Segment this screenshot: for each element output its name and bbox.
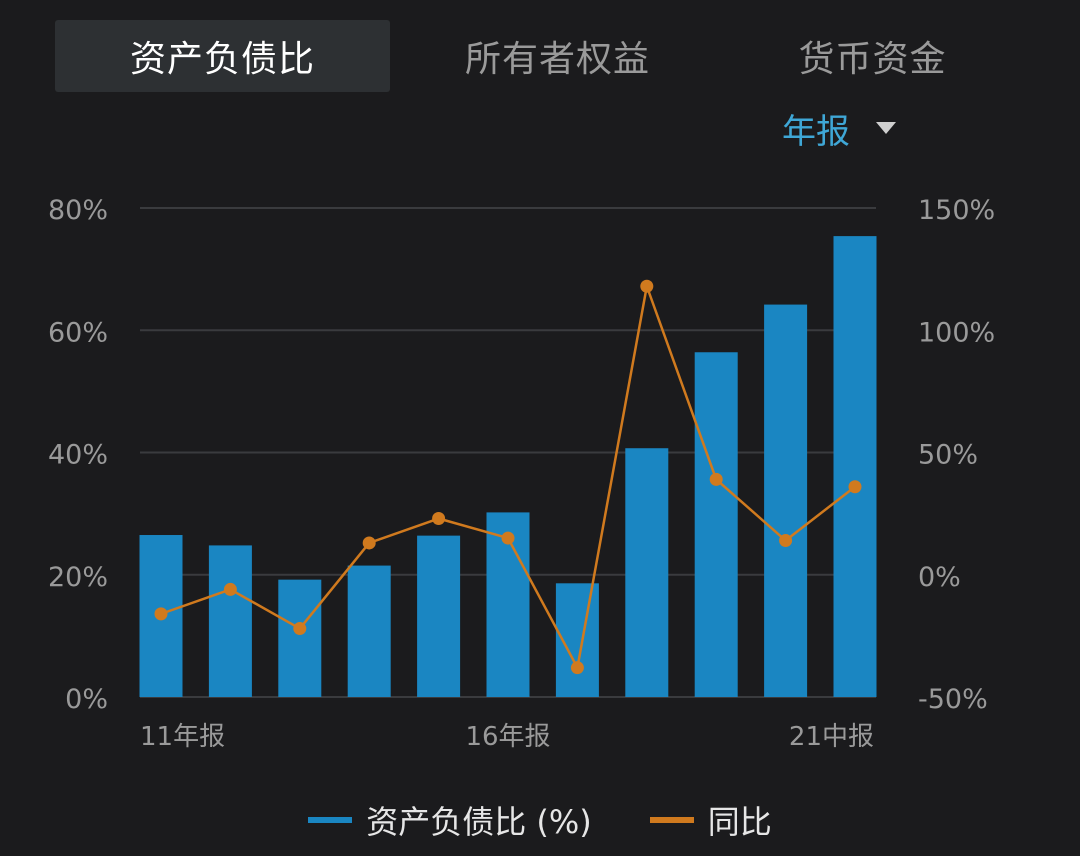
yoy-point [779, 534, 793, 548]
left-axis-tick-label: 0% [65, 684, 108, 715]
tab-owner-equity[interactable]: 所有者权益 [464, 39, 650, 80]
yoy-point [709, 472, 723, 486]
bar [347, 565, 391, 697]
bar [833, 236, 877, 697]
yoy-point [848, 480, 862, 494]
yoy-point [154, 607, 168, 621]
yoy-point [501, 531, 515, 545]
bar [417, 535, 461, 697]
tab-cash-funds[interactable]: 货币资金 [798, 39, 947, 80]
yoy-point [362, 536, 376, 550]
right-axis-tick-label: 100% [918, 317, 995, 348]
bar [625, 448, 669, 697]
bar [694, 352, 738, 697]
bar [208, 545, 252, 697]
period-selector[interactable]: 年报 [770, 100, 920, 156]
x-axis-tick-label: 21中报 [789, 722, 874, 752]
period-label: 年报 [782, 111, 850, 152]
left-axis-tick-label: 80% [48, 195, 108, 226]
chart-legend: 资产负债比 (%) 同比 [0, 795, 1080, 845]
x-axis-tick-label: 11年报 [140, 722, 225, 752]
left-axis-tick-label: 20% [48, 562, 108, 593]
legend-label-ratio: 资产负债比 (%) [366, 803, 592, 841]
bar [278, 579, 322, 697]
right-axis-tick-label: 0% [918, 562, 961, 593]
x-axis-tick-label: 16年报 [465, 722, 550, 752]
legend-swatch-bar [308, 817, 353, 823]
tab-bar: 资产负债比 所有者权益 货币资金 [0, 0, 1080, 110]
chart-area: 0% 20% 40% 60% 80% -50% 0% 50% 100% 150% 11年报 16年报 2… [48, 195, 995, 752]
tab-debt-ratio[interactable]: 资产负债比 [55, 20, 390, 92]
right-axis-tick-label: -50% [918, 684, 988, 715]
bar [764, 304, 808, 697]
legend-swatch-line [649, 817, 694, 823]
left-axis-tick-label: 60% [48, 317, 108, 348]
legend-item-yoy: 同比 [649, 797, 772, 843]
right-axis-tick-label: 150% [918, 195, 995, 226]
legend-label-yoy: 同比 [707, 803, 772, 841]
yoy-point [570, 661, 584, 675]
left-axis-tick-label: 40% [48, 440, 108, 471]
yoy-point [640, 279, 654, 293]
right-axis-tick-label: 50% [918, 440, 978, 471]
caret-down-icon [876, 122, 896, 134]
yoy-point [223, 582, 237, 596]
legend-item-ratio: 资产负债比 (%) [308, 797, 592, 843]
yoy-point [432, 512, 446, 526]
yoy-point [293, 622, 307, 636]
